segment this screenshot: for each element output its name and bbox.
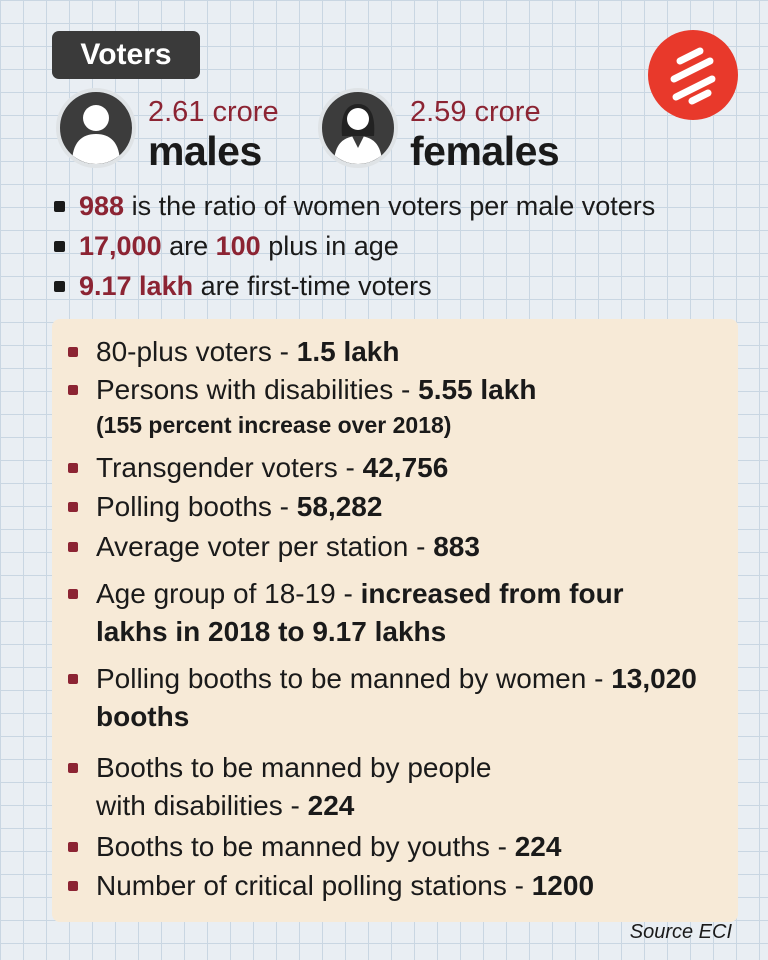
detail-label: Booths to be manned by youths - [96,831,515,862]
detail-value: 1200 [531,870,595,901]
square-bullet-icon [68,502,78,512]
square-bullet-icon [68,347,78,357]
detail-label: Number of critical polling stations - [96,870,532,901]
detail-label: Persons with disabilities - [96,374,419,405]
detail-disabilities: Persons with disabilities - 5.55 lakh (15… [68,371,536,441]
detail-average-voter: Average voter per station - 883 [68,528,480,566]
detail-women-booths: Polling booths to be manned by women - 1… [68,660,708,736]
detail-label: 80-plus voters - [96,336,297,367]
details-card: 80-plus voters - 1.5 lakh Persons with d… [52,319,738,922]
detail-value: 883 [433,531,480,562]
square-bullet-icon [68,881,78,891]
indian-express-logo-icon [648,30,738,120]
square-bullet-icon [68,842,78,852]
key-facts-list: 988 is the ratio of women voters per mal… [54,186,655,306]
detail-label: Average voter per station - [96,531,434,562]
male-voters-value: 2.61 crore [148,96,279,128]
fact-highlight: 17,000 [79,230,162,261]
female-voters-label: females [410,128,560,174]
detail-note: (155 percent increase over 2018) [96,412,452,438]
detail-transgender-voters: Transgender voters - 42,756 [68,449,448,487]
detail-value: 13,020 booths [96,663,697,732]
fact-centenarians: 17,000 are 100 plus in age [54,226,655,266]
detail-value: 224 [514,831,562,862]
fact-highlight: 988 [79,190,125,221]
title-badge: Voters [52,31,200,79]
detail-label: Polling booths to be manned by women - [96,663,612,694]
fact-first-time-voters: 9.17 lakh are first-time voters [54,266,655,306]
detail-value: increased from four lakhs in 2018 to 9.1… [96,578,624,647]
fact-highlight: 100 [215,230,261,261]
square-bullet-icon [68,763,78,773]
fact-text: are [161,230,216,261]
detail-value: 42,756 [362,452,449,483]
detail-value: 58,282 [296,491,383,522]
detail-pwd-booths: Booths to be manned by people with disab… [68,749,548,825]
detail-label: Transgender voters - [96,452,363,483]
fact-text: are first-time voters [193,270,432,301]
detail-label: Polling booths - [96,491,297,522]
square-bullet-icon [54,200,65,212]
fact-text: is the ratio of women voters per male vo… [124,190,656,221]
square-bullet-icon [54,240,65,252]
detail-age-group: Age group of 18-19 - increased from four… [68,575,628,651]
detail-critical-stations: Number of critical polling stations - 12… [68,867,594,905]
square-bullet-icon [68,542,78,552]
male-voters-label: males [148,128,262,174]
detail-value: 1.5 lakh [296,336,400,367]
square-bullet-icon [68,385,78,395]
detail-value: 5.55 lakh [418,374,537,405]
detail-label: Age group of 18-19 - [96,578,361,609]
detail-80-plus-voters: 80-plus voters - 1.5 lakh [68,333,399,371]
fact-highlight: 9.17 lakh [79,270,194,301]
female-voters-stat: 2.59 crore females [318,88,560,174]
detail-youth-booths: Booths to be manned by youths - 224 [68,828,561,866]
female-voters-value: 2.59 crore [410,96,541,128]
fact-gender-ratio: 988 is the ratio of women voters per mal… [54,186,655,226]
detail-label: Booths to be manned by people with disab… [96,752,492,821]
square-bullet-icon [68,463,78,473]
square-bullet-icon [68,674,78,684]
male-voters-stat: 2.61 crore males [56,88,279,172]
female-avatar-icon [318,88,398,168]
source-credit: Source ECI [629,921,732,943]
square-bullet-icon [68,589,78,599]
detail-value: 224 [307,790,355,821]
detail-polling-booths: Polling booths - 58,282 [68,488,382,526]
square-bullet-icon [54,280,65,292]
male-avatar-icon [56,88,136,168]
fact-text: plus in age [260,230,399,261]
